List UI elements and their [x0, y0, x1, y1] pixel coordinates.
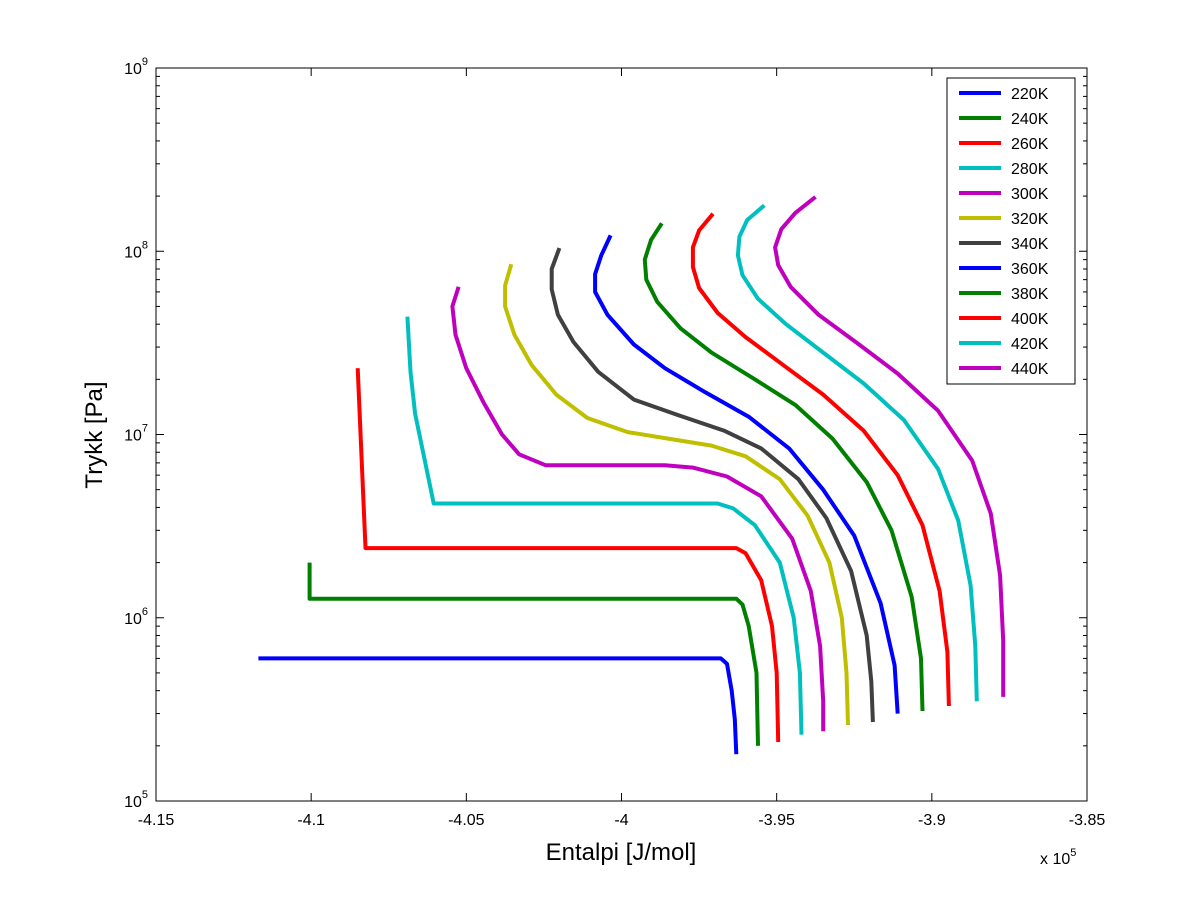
series-line-280K — [405, 316, 804, 735]
legend-label: 420K — [1011, 336, 1049, 353]
y-tick-label: 109 — [124, 56, 148, 78]
legend-box — [946, 77, 1076, 385]
legend-label: 360K — [1011, 261, 1049, 278]
x-tick-label: -4 — [614, 812, 628, 829]
x-tick-label: -4.1 — [297, 812, 325, 829]
y-tick-base: 10 — [124, 61, 142, 78]
y-tick-base: 10 — [124, 244, 142, 261]
plot-area — [155, 67, 1088, 802]
y-tick-exponent: 5 — [142, 789, 148, 801]
x-tick-label: -3.85 — [1069, 812, 1106, 829]
series-line-220K — [258, 656, 739, 755]
series-line-440K — [773, 195, 1006, 697]
y-tick-base: 10 — [124, 428, 142, 445]
series-line-400K — [690, 212, 951, 707]
series-line-260K — [355, 368, 781, 743]
legend-label: 440K — [1011, 361, 1049, 378]
legend-label: 220K — [1011, 86, 1049, 103]
y-tick-exponent: 9 — [142, 56, 148, 68]
legend-label: 340K — [1011, 236, 1049, 253]
x-tick-label: -3.95 — [758, 812, 795, 829]
y-tick-label: 108 — [124, 239, 148, 261]
x-tick-label: -3.9 — [918, 812, 946, 829]
series-line-380K — [642, 222, 925, 712]
series-line-420K — [735, 203, 979, 702]
y-tick-label: 105 — [124, 789, 148, 811]
legend-label: 300K — [1011, 186, 1049, 203]
x-multiplier-exponent: 5 — [1070, 847, 1076, 859]
x-tick-label: -4.05 — [448, 812, 485, 829]
legend-label: 380K — [1011, 286, 1049, 303]
x-axis-multiplier: x 105 — [1040, 847, 1076, 868]
y-tick-label: 107 — [124, 423, 148, 445]
x-axis-label: Entalpi [J/mol] — [546, 839, 697, 866]
y-tick-exponent: 8 — [142, 239, 148, 251]
series-line-360K — [593, 234, 900, 714]
y-tick-exponent: 7 — [142, 423, 148, 435]
legend-label: 320K — [1011, 211, 1049, 228]
y-tick-base: 10 — [124, 611, 142, 628]
series-line-300K — [450, 286, 826, 732]
series-line-340K — [549, 247, 875, 723]
series-line-320K — [503, 263, 850, 726]
series-line-240K — [307, 562, 760, 746]
x-tick-label: -4.15 — [138, 812, 175, 829]
y-axis-label: Trykk [Pa] — [81, 381, 108, 488]
legend-label: 280K — [1011, 161, 1049, 178]
x-multiplier-base: x 10 — [1040, 851, 1070, 868]
y-tick-label: 106 — [124, 606, 148, 628]
legend-label: 260K — [1011, 136, 1049, 153]
y-tick-exponent: 6 — [142, 606, 148, 618]
legend-label: 400K — [1011, 311, 1049, 328]
x-axis: -4.15 -4.1 -4.05 -4 -3.95 -3.9 -3.85 — [138, 68, 1106, 829]
legend-label: 240K — [1011, 111, 1049, 128]
series-lines — [258, 195, 1006, 755]
y-tick-base: 10 — [124, 794, 142, 811]
legend: 220K 240K 260K 280K 300K 320K 340K 360K 380K 400K… — [946, 77, 1076, 385]
